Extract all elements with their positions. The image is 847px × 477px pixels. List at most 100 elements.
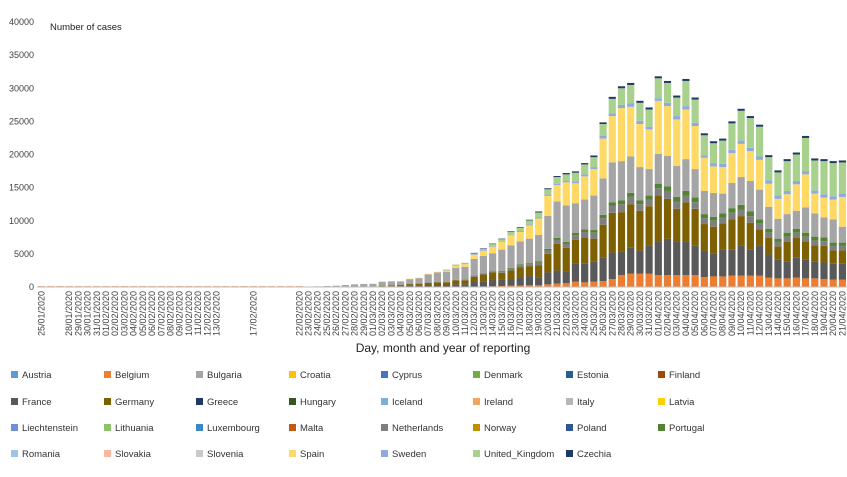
bar-segment [562, 247, 570, 272]
x-tick-label: 17/02/2020 [248, 291, 258, 336]
x-tick-label: 08/03/2020 [432, 291, 442, 336]
bar-segment [489, 246, 497, 254]
bar-segment [516, 231, 524, 233]
bar-segment [691, 208, 699, 246]
bar-segment [516, 232, 524, 242]
bar-segment [544, 189, 552, 195]
bar-segment [627, 82, 635, 85]
bar-segment [544, 253, 552, 273]
legend-swatch [566, 371, 573, 378]
bar-segment [700, 157, 708, 191]
bar-segment [424, 282, 432, 284]
bar-segment [774, 246, 782, 260]
bar-segment [415, 285, 423, 287]
bar-segment [627, 192, 635, 197]
bar-segment [673, 196, 681, 202]
bar-segment [535, 217, 543, 219]
bar-segment [654, 153, 662, 184]
bar-segment [415, 283, 423, 286]
bar-segment [774, 241, 782, 247]
x-tick-label: 29/01/2020 [73, 291, 83, 336]
bar-segment [673, 201, 681, 209]
x-tick-label: 14/03/2020 [488, 291, 498, 336]
bar-segment [829, 219, 837, 243]
bar-segment [452, 280, 460, 285]
bar-segment [838, 160, 846, 163]
legend-item: Hungary [289, 397, 336, 408]
bar-segment [700, 135, 708, 156]
bar-segment [755, 189, 764, 220]
bar-segment [433, 281, 441, 283]
legend-swatch [104, 371, 111, 378]
bar-segment [396, 285, 405, 287]
bar-segment [792, 181, 800, 185]
legend-label: Netherlands [392, 423, 443, 434]
x-tick-label: 04/02/2020 [129, 291, 139, 336]
legend-item: Luxembourg [196, 423, 260, 434]
bar-segment [673, 95, 681, 98]
bar-segment [728, 182, 736, 209]
bar-segment [443, 285, 451, 287]
bar-segment [433, 271, 441, 273]
bar-segment [654, 241, 662, 276]
x-tick-label: 11/02/2020 [193, 291, 203, 335]
bar-segment [792, 154, 800, 181]
bar-segment [443, 282, 451, 286]
bar-segment [415, 278, 423, 284]
bar-stacks [38, 76, 846, 288]
bar-segment [737, 110, 745, 141]
bar-segment [544, 248, 552, 251]
legend-swatch [196, 371, 203, 378]
bar-segment [636, 124, 644, 168]
bar-segment [608, 113, 616, 117]
bar-segment [498, 271, 506, 273]
bar-segment [443, 270, 451, 272]
x-tick-label: 21/04/2020 [837, 291, 847, 336]
bar-segment [719, 163, 727, 168]
bar-segment [746, 147, 754, 152]
bar-segment [700, 277, 708, 287]
legend-label: Hungary [300, 397, 336, 408]
bar-segment [470, 253, 478, 255]
bar-segment [581, 199, 589, 230]
bar-segment [452, 265, 460, 268]
bar-segment [544, 194, 552, 196]
legend-item: United_Kingdom [473, 449, 554, 460]
bar-segment [682, 109, 690, 160]
bar-segment [507, 270, 515, 280]
bar-segment [728, 219, 736, 250]
bar-segment [599, 138, 607, 179]
bar-segment [424, 283, 432, 286]
bar-segment [755, 223, 764, 230]
x-tick-label: 09/02/2020 [175, 291, 185, 336]
legend-label: Norway [484, 423, 516, 434]
bar-segment [507, 245, 515, 268]
bar-segment [700, 155, 708, 158]
x-tick-label: 10/03/2020 [451, 291, 461, 336]
bar-segment [627, 156, 635, 193]
bar-segment [783, 232, 791, 237]
bar-segment [636, 250, 644, 274]
legend-swatch [381, 424, 388, 431]
bar-segment [792, 152, 800, 155]
bar-segment [599, 135, 607, 139]
bar-segment [617, 104, 626, 109]
x-tick-label: 03/04/2020 [672, 291, 682, 336]
bar-segment [479, 250, 488, 256]
bar-segment [571, 239, 580, 264]
bar-segment [811, 213, 819, 237]
bar-segment [829, 163, 837, 197]
x-tick-label: 07/04/2020 [709, 291, 719, 336]
legend-item: Romania [11, 449, 61, 460]
bar-segment [719, 223, 727, 250]
bar-segment [636, 100, 644, 103]
bar-segment [461, 263, 469, 265]
bar-segment [535, 211, 543, 213]
bar-segment [599, 214, 607, 219]
bar-segment [479, 256, 488, 274]
bar-segment [599, 218, 607, 225]
bar-segment [645, 129, 653, 170]
bar-segment [700, 250, 708, 278]
bar-segment [369, 283, 377, 287]
bar-segment [498, 249, 506, 271]
